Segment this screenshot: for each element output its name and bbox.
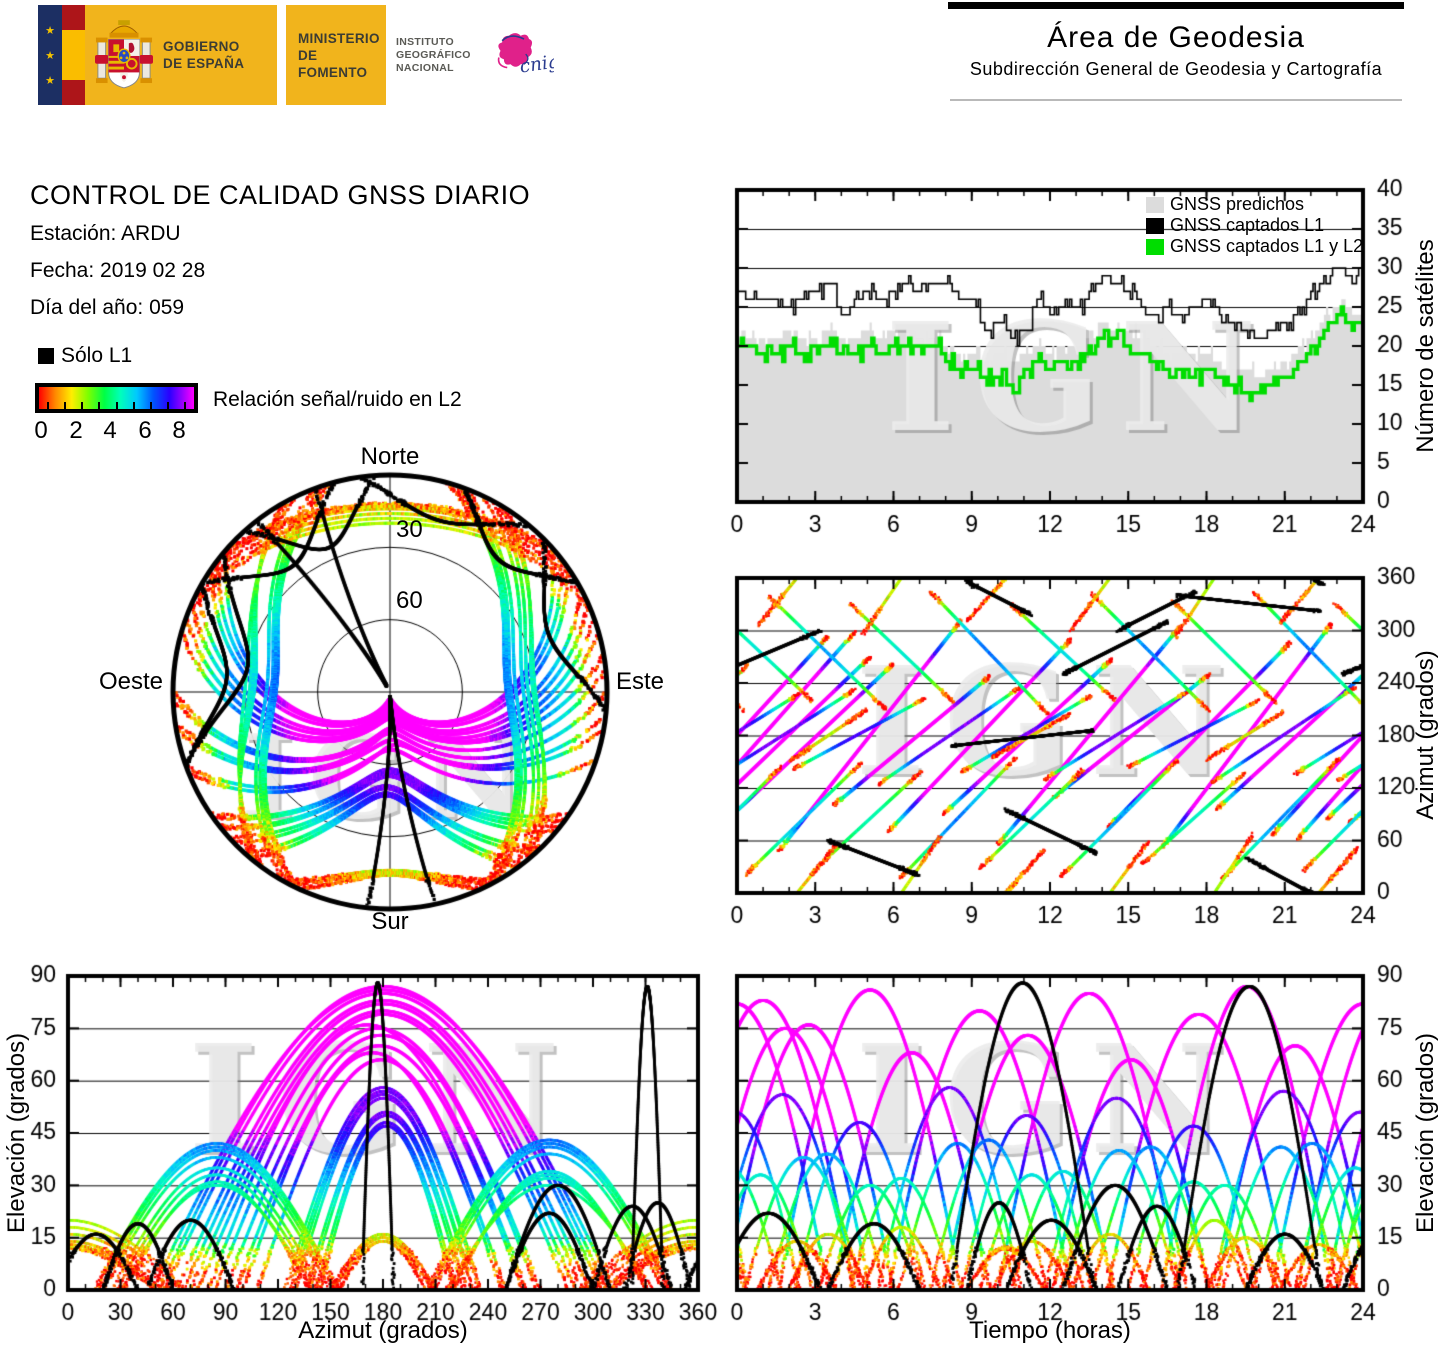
satellite-count-chart-canvas xyxy=(725,178,1445,550)
colorbar-tick-8: 8 xyxy=(172,417,186,444)
date-line: Fecha: 2019 02 28 xyxy=(30,259,206,282)
flag-yellow-band xyxy=(62,30,85,80)
gobierno-line1: GOBIERNO xyxy=(163,39,240,54)
elevation-azimuth-chart-canvas xyxy=(0,964,725,1344)
department-underline xyxy=(950,99,1402,101)
cnig-logo-icon: cnig xyxy=(497,33,554,78)
colorbar-tick-mark xyxy=(149,402,152,409)
flag-red-band xyxy=(62,80,85,105)
elevation-right-y-axis-title: Elevación (grados) xyxy=(1412,1032,1439,1234)
logo-band: ★ ★ ★ xyxy=(38,5,554,105)
captados-l1l2-swatch-icon xyxy=(1146,238,1164,255)
skyplot-south-label: Sur xyxy=(371,908,409,935)
colorbar-tick-4: 4 xyxy=(103,417,117,444)
satellite-count-legend: GNSS predichos GNSS captados L1 GNSS cap… xyxy=(1146,194,1363,257)
colorbar-tick-mark xyxy=(46,402,49,409)
colorbar-tick-mark xyxy=(63,402,66,409)
colorbar-tick-mark xyxy=(81,402,84,409)
solo-l1-label: Sólo L1 xyxy=(61,344,133,367)
department-title: Área de Geodesia xyxy=(1047,21,1305,54)
instituto-line1: INSTITUTO xyxy=(396,35,454,48)
skyplot-ring60-label: 60 xyxy=(396,587,423,614)
ministerio-line2: DE FOMENTO xyxy=(298,47,368,80)
spain-flag-strip xyxy=(62,5,85,105)
elevation-time-chart-canvas xyxy=(725,964,1445,1344)
department-subtitle: Subdirección General de Geodesia y Carto… xyxy=(969,59,1383,79)
colorbar-tick-2: 2 xyxy=(69,417,83,444)
captados-l1-label: GNSS captados L1 xyxy=(1170,215,1325,235)
colorbar-tick-0: 0 xyxy=(34,417,48,444)
colorbar-tick-6: 6 xyxy=(138,417,152,444)
colorbar-tick-mark xyxy=(115,402,118,409)
instituto-line3: NACIONAL xyxy=(396,61,454,74)
report-title: CONTROL DE CALIDAD GNSS DIARIO xyxy=(30,180,531,210)
azimuth-time-chart-canvas xyxy=(725,566,1445,940)
gobierno-line2: DE ESPAÑA xyxy=(163,56,245,71)
snr-colorbar xyxy=(35,383,198,413)
captados-l1l2-label: GNSS captados L1 y L2 xyxy=(1170,236,1364,256)
eu-star-icon: ★ xyxy=(45,74,55,87)
azimuth-x-axis-title: Azimut (grados) xyxy=(298,1317,468,1344)
gobierno-box: GOBIERNO DE ESPAÑA xyxy=(85,5,277,105)
colorbar-label: Relación señal/ruido en L2 xyxy=(213,388,462,411)
instituto-line2: GEOGRÁFICO xyxy=(396,48,471,61)
ministerio-line1: MINISTERIO xyxy=(298,30,380,46)
skyplot-ring30-label: 30 xyxy=(396,516,423,543)
predichos-swatch-icon xyxy=(1146,196,1164,213)
satcount-y-axis-title: Número de satélites xyxy=(1412,239,1439,453)
legend-row-predichos: GNSS predichos xyxy=(1146,194,1363,215)
skyplot-north-label: Norte xyxy=(360,443,420,470)
department-header: Área de Geodesia Subdirección General de… xyxy=(948,2,1404,80)
legend-row-captados-l1l2: GNSS captados L1 y L2 xyxy=(1146,236,1363,257)
elevation-left-y-axis-title: Elevación (grados) xyxy=(3,1032,30,1234)
skyplot-west-label: Oeste xyxy=(98,668,163,695)
station-line: Estación: ARDU xyxy=(30,222,181,245)
doy-line: Día del año: 059 xyxy=(30,296,185,319)
eu-flag-strip: ★ ★ ★ xyxy=(38,5,62,105)
ministerio-box: MINISTERIO DE FOMENTO xyxy=(286,5,386,105)
predichos-label: GNSS predichos xyxy=(1170,194,1305,214)
azimuth-y-axis-title: Azimut (grados) xyxy=(1412,650,1439,820)
colorbar-tick-mark xyxy=(167,402,170,409)
eu-star-icon: ★ xyxy=(45,24,55,37)
solo-l1-swatch-icon xyxy=(38,348,54,364)
flag-red-band xyxy=(62,5,85,30)
skyplot-canvas xyxy=(140,450,660,930)
eu-star-icon: ★ xyxy=(45,49,55,62)
colorbar-tick-mark xyxy=(184,402,187,409)
skyplot-east-label: Este xyxy=(616,668,665,695)
captados-l1-swatch-icon xyxy=(1146,217,1164,234)
legend-row-captados-l1: GNSS captados L1 xyxy=(1146,215,1363,236)
instituto-box: INSTITUTO GEOGRÁFICO NACIONAL cnig xyxy=(386,5,554,105)
spain-coat-of-arms-icon xyxy=(95,20,153,89)
logo-divider xyxy=(277,5,286,105)
cnig-wordmark: cnig xyxy=(518,51,554,77)
solo-l1-legend: Sólo L1 xyxy=(38,344,132,368)
colorbar-tick-mark xyxy=(98,402,101,409)
tiempo-x-axis-title: Tiempo (horas) xyxy=(969,1317,1131,1344)
colorbar-tick-mark xyxy=(132,402,135,409)
